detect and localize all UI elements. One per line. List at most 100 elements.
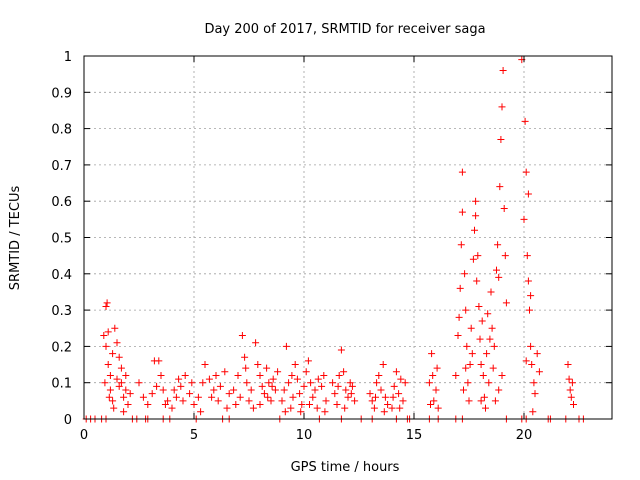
data-point xyxy=(456,284,464,292)
data-point xyxy=(390,382,398,390)
data-point xyxy=(466,361,474,369)
data-point xyxy=(104,361,112,369)
data-point xyxy=(498,371,506,379)
data-point xyxy=(267,397,275,405)
data-point xyxy=(212,371,220,379)
data-point xyxy=(486,335,494,343)
data-point xyxy=(287,404,295,412)
axis-ticks: 0 5 10 15 20 0 0.1 0.2 0.3 0.4 0.5 0.6 0.7 0.8 0.9 1 xyxy=(51,50,612,443)
data-point xyxy=(494,241,502,249)
data-point xyxy=(302,368,310,376)
y-tick-label: 0.3 xyxy=(51,304,72,319)
data-point xyxy=(499,67,507,75)
data-point xyxy=(297,408,305,416)
data-point xyxy=(484,310,492,318)
data-point xyxy=(304,357,312,365)
data-point xyxy=(535,368,543,376)
data-point xyxy=(170,386,178,394)
data-point xyxy=(366,390,374,398)
data-point xyxy=(175,375,183,383)
data-point xyxy=(452,371,460,379)
data-point xyxy=(177,382,185,390)
data-point xyxy=(155,357,163,365)
data-point xyxy=(520,215,528,223)
data-point xyxy=(370,404,378,412)
data-point xyxy=(236,393,244,401)
data-point xyxy=(157,371,165,379)
data-point xyxy=(467,324,475,332)
data-point xyxy=(527,342,535,350)
data-point xyxy=(502,299,510,307)
data-point xyxy=(320,371,328,379)
data-point xyxy=(109,397,117,405)
data-point xyxy=(232,400,240,408)
data-point xyxy=(168,404,176,412)
data-point xyxy=(256,400,264,408)
data-point xyxy=(457,241,465,249)
data-point xyxy=(254,361,262,369)
data-point xyxy=(102,342,110,350)
data-point xyxy=(120,393,128,401)
data-point xyxy=(342,386,350,394)
data-point xyxy=(488,324,496,332)
data-point xyxy=(289,393,297,401)
data-point xyxy=(381,393,389,401)
data-point xyxy=(194,393,202,401)
data-point xyxy=(500,204,508,212)
data-point xyxy=(347,390,355,398)
data-point xyxy=(495,386,503,394)
data-point xyxy=(455,313,463,321)
data-point xyxy=(300,382,308,390)
data-point xyxy=(476,335,484,343)
data-point xyxy=(159,386,167,394)
x-tick-label: 20 xyxy=(516,428,533,443)
data-point xyxy=(243,379,251,387)
x-tick-label: 0 xyxy=(80,428,88,443)
data-point xyxy=(265,379,273,387)
data-point xyxy=(491,397,499,405)
data-point xyxy=(432,386,440,394)
data-point xyxy=(428,350,436,358)
data-point xyxy=(318,382,326,390)
data-point xyxy=(103,299,111,307)
x-tick-label: 5 xyxy=(190,428,198,443)
data-point xyxy=(242,364,250,372)
data-point xyxy=(396,404,404,412)
data-point xyxy=(172,393,180,401)
data-point xyxy=(256,371,264,379)
data-point xyxy=(179,397,187,405)
data-point xyxy=(329,379,337,387)
data-point xyxy=(490,342,498,350)
data-point xyxy=(392,368,400,376)
data-point xyxy=(473,277,481,285)
data-point xyxy=(475,302,483,310)
data-point xyxy=(474,252,482,260)
data-point xyxy=(271,386,279,394)
data-point xyxy=(247,386,255,394)
data-point xyxy=(529,408,537,416)
y-tick-label: 0.4 xyxy=(51,268,72,283)
data-point xyxy=(238,332,246,340)
data-point xyxy=(148,390,156,398)
chart-title: Day 200 of 2017, SRMTID for receiver sag… xyxy=(204,22,485,37)
data-point xyxy=(399,397,407,405)
data-point xyxy=(570,400,577,408)
data-point xyxy=(263,364,271,372)
data-point xyxy=(458,168,466,176)
data-point xyxy=(210,386,218,394)
data-point xyxy=(462,306,470,314)
data-point xyxy=(487,288,495,296)
data-point xyxy=(567,393,575,401)
data-point xyxy=(501,252,509,260)
data-point xyxy=(115,382,123,390)
data-point xyxy=(522,168,530,176)
data-point xyxy=(427,400,434,408)
data-point xyxy=(472,197,480,205)
data-point xyxy=(388,404,396,412)
data-point xyxy=(104,328,112,336)
data-point xyxy=(106,371,114,379)
y-tick-label: 0 xyxy=(64,413,72,428)
data-point xyxy=(526,306,533,314)
data-point xyxy=(380,408,388,416)
